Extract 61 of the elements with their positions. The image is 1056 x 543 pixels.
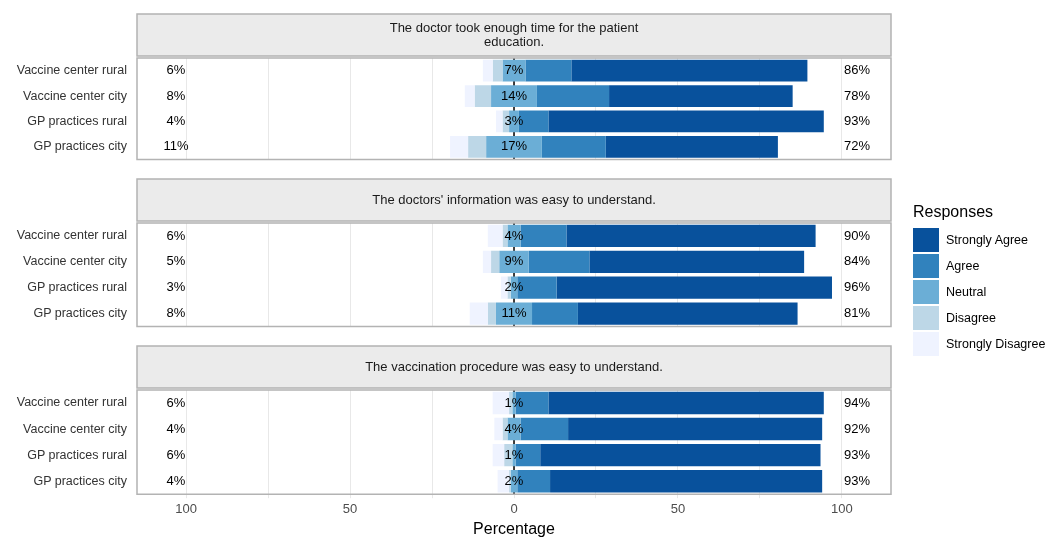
data-label: 14%	[500, 87, 528, 103]
annotation: 93%	[843, 472, 871, 488]
annotation: 4%	[166, 113, 186, 129]
data-label: 1%	[504, 394, 524, 410]
chart-title: The vaccination procedure was easy to understand.	[365, 358, 663, 374]
annotation: 92%	[843, 420, 871, 436]
data-label: 7%	[504, 62, 524, 78]
annotation: 94%	[843, 394, 871, 410]
y-tick-label: GP practices rural	[27, 447, 127, 462]
data-label: 3%	[504, 113, 524, 129]
legend-label: Disagree	[946, 311, 997, 325]
data-label: 1%	[504, 446, 524, 462]
annotation: 86%	[843, 62, 871, 78]
annotation: 6%	[166, 446, 186, 462]
x-tick-label: 0	[510, 500, 518, 516]
x-tick-label: 100	[830, 500, 853, 516]
annotation: 11%	[163, 138, 189, 154]
x-tick-label: 50	[342, 500, 358, 516]
data-label: 11%	[501, 305, 527, 321]
y-tick-label: GP practices rural	[27, 280, 127, 295]
annotation: 5%	[166, 253, 186, 269]
annotation: 6%	[166, 394, 186, 410]
x-tick-label: 50	[670, 500, 686, 516]
annotation: 84%	[843, 253, 871, 269]
data-label: 17%	[500, 138, 528, 154]
y-tick-label: Vaccine center rural	[16, 63, 127, 78]
y-tick-label: Vaccine center city	[23, 421, 128, 436]
annotation: 90%	[843, 227, 871, 243]
annotation: 81%	[843, 305, 871, 321]
y-tick-label: Vaccine center rural	[16, 228, 127, 243]
y-tick-label: Vaccine center city	[23, 88, 128, 103]
annotation: 4%	[166, 420, 186, 436]
annotation: 6%	[166, 62, 186, 78]
legend-label: Strongly Agree	[946, 233, 1028, 247]
data-label: 4%	[504, 420, 524, 436]
annotation: 3%	[166, 279, 186, 295]
data-label: 9%	[504, 253, 524, 269]
x-axis-title: Percentage	[473, 519, 556, 537]
annotation: 78%	[843, 87, 871, 103]
annotation: 96%	[843, 279, 871, 295]
y-tick-label: GP practices city	[33, 473, 128, 488]
y-tick-label: Vaccine center city	[23, 254, 128, 269]
annotation: 72%	[843, 138, 871, 154]
annotation: 8%	[166, 87, 186, 103]
legend-label: Neutral	[946, 285, 987, 299]
y-tick-label: Vaccine center rural	[16, 395, 127, 410]
annotation: 8%	[166, 305, 186, 321]
chart-title: The doctors' information was easy to understand.	[372, 191, 656, 207]
x-tick-label: 100	[175, 500, 198, 516]
y-tick-label: GP practices rural	[27, 113, 127, 128]
chart-title: The doctor took enough time for the patient education.	[389, 19, 639, 49]
legend-label: Strongly Disagree	[946, 337, 1046, 351]
legend-label: Agree	[946, 259, 980, 273]
legend-title: Responses	[913, 203, 995, 221]
annotation: 93%	[843, 446, 871, 462]
annotation: 4%	[166, 472, 186, 488]
data-label: 4%	[504, 227, 524, 243]
annotation: 93%	[843, 113, 871, 129]
y-tick-label: GP practices city	[33, 306, 128, 321]
y-tick-label: GP practices city	[33, 139, 128, 154]
annotation: 6%	[166, 227, 186, 243]
